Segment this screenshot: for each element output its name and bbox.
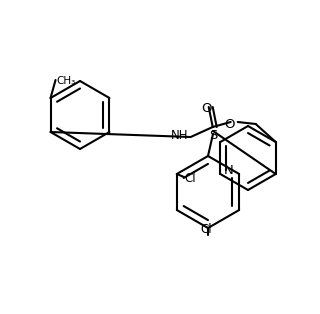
Text: CH₃: CH₃	[57, 76, 76, 86]
Text: N: N	[223, 164, 233, 177]
Text: Cl: Cl	[185, 171, 196, 185]
Text: S: S	[209, 129, 217, 142]
Text: Cl: Cl	[200, 223, 212, 236]
Text: O: O	[202, 102, 212, 115]
Text: NH: NH	[171, 129, 189, 142]
Text: O: O	[224, 117, 235, 131]
